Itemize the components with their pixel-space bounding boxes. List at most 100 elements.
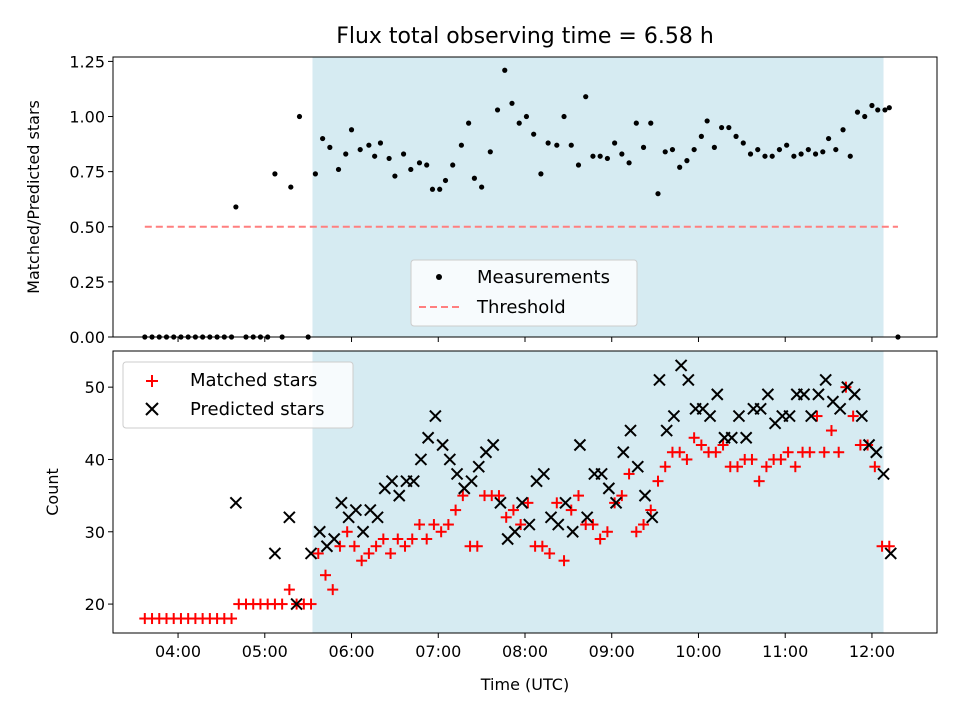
predicted-star-point — [617, 446, 630, 459]
predicted-star-point — [371, 511, 384, 524]
top-panel: 0.00 0.25 0.50 0.75 1.00 1.25 Matched/Predict… — [24, 52, 938, 347]
measurement-point — [400, 151, 407, 157]
predicted-star-point — [268, 547, 282, 560]
measurement-point — [377, 140, 384, 146]
x-tick-label: 09:00 — [589, 642, 635, 661]
predicted-star-point — [573, 438, 587, 452]
matched-star-point — [789, 461, 801, 473]
measurement-point — [854, 109, 861, 115]
predicted-star-point — [602, 482, 616, 495]
predicted-star-point — [349, 503, 363, 517]
predicted-star-point — [523, 518, 536, 531]
measurement-point — [805, 146, 811, 153]
measurement-point — [494, 107, 501, 113]
predicted-star-point — [848, 388, 861, 401]
predicted-star-point — [559, 496, 572, 510]
matched-star-point — [515, 519, 527, 531]
measurement-point — [755, 146, 761, 153]
measurement-point — [523, 113, 530, 120]
predicted-star-point — [877, 467, 890, 481]
matched-star-point — [601, 526, 613, 538]
predicted-star-point — [429, 409, 442, 423]
matched-star-point — [413, 519, 425, 531]
measurement-point — [372, 153, 378, 159]
x-axis-label: Time (UTC) — [480, 675, 569, 694]
measurement-point — [833, 146, 839, 153]
x-tick-label: 07:00 — [415, 642, 461, 661]
predicted-star-point — [436, 438, 449, 452]
measurement-point — [442, 177, 449, 184]
predicted-star-point — [833, 402, 847, 416]
measurement-point — [776, 146, 783, 153]
bottom-y-tick-label: 40 — [85, 450, 105, 469]
predicted-star-point — [783, 409, 796, 423]
bottom-y-tick-label: 50 — [85, 378, 105, 397]
predicted-star-point — [414, 453, 428, 466]
measurement-point — [545, 140, 551, 146]
predicted-star-point — [725, 431, 738, 444]
legend-dot-marker — [436, 274, 442, 280]
predicted-star-point — [805, 409, 818, 423]
matched-star-point — [695, 439, 707, 451]
predicted-star-point — [674, 359, 688, 372]
bottom-y-axis-label: Count — [43, 468, 62, 516]
matched-star-point — [312, 547, 324, 559]
measurement-point — [740, 140, 746, 146]
matched-star-point — [320, 569, 332, 581]
predicted-star-point — [580, 511, 594, 524]
matched-star-point — [565, 504, 577, 516]
x-tick-label: 08:00 — [502, 642, 548, 661]
predicted-star-point — [761, 388, 775, 401]
matched-star-point — [688, 432, 700, 444]
matched-star-point — [840, 381, 852, 393]
matched-star-point — [507, 504, 519, 516]
measurement-point — [733, 133, 739, 139]
matched-star-point — [348, 540, 360, 552]
matched-star-point — [775, 453, 787, 465]
legend-label-predicted-stars: Predicted stars — [190, 399, 324, 420]
measurement-point — [458, 142, 464, 148]
matched-star-point — [370, 540, 382, 552]
matched-star-point — [623, 468, 635, 480]
matched-star-point — [544, 547, 556, 559]
measurement-point — [747, 151, 754, 157]
x-tick-label: 04:00 — [155, 642, 201, 661]
matched-star-point — [760, 461, 772, 473]
matched-star-point — [450, 504, 462, 516]
measurement-point — [840, 127, 846, 133]
predicted-star-point — [667, 409, 681, 423]
measurement-point — [698, 133, 704, 139]
legend-x-marker — [145, 402, 159, 416]
legend-plus-marker — [146, 375, 158, 387]
measurement-point — [604, 155, 611, 162]
measurement-point — [335, 166, 342, 173]
measurement-point — [886, 105, 892, 111]
chart-title: Flux total observing time = 6.58 h — [336, 24, 714, 49]
predicted-star-point — [515, 496, 529, 510]
predicted-star-point — [754, 402, 767, 416]
top-y-tick-label: 0.75 — [69, 163, 105, 182]
predicted-star-point — [566, 525, 579, 538]
matched-star-point — [334, 540, 346, 552]
measurement-point — [554, 142, 560, 148]
matched-star-point — [536, 540, 548, 552]
measurement-point — [648, 120, 654, 126]
predicted-star-point — [335, 496, 348, 510]
measurement-point — [516, 120, 522, 126]
top-y-tick-label: 0.25 — [69, 273, 105, 292]
predicted-star-point — [486, 438, 500, 452]
measurement-point — [882, 107, 888, 113]
matched-star-point — [782, 446, 794, 458]
matched-star-point — [363, 547, 375, 559]
bottom-axes-frame — [112, 350, 938, 634]
measurement-point — [769, 153, 775, 159]
matched-star-point — [616, 490, 628, 502]
matched-star-point — [435, 526, 447, 538]
observing-interval-shade-bottom — [312, 351, 884, 633]
measurement-point — [633, 120, 639, 126]
measurement-point — [784, 142, 790, 148]
predicted-star-point — [443, 453, 457, 466]
matched-star-point — [645, 504, 657, 516]
top-axes-frame — [112, 56, 938, 338]
measurement-point — [820, 149, 826, 155]
